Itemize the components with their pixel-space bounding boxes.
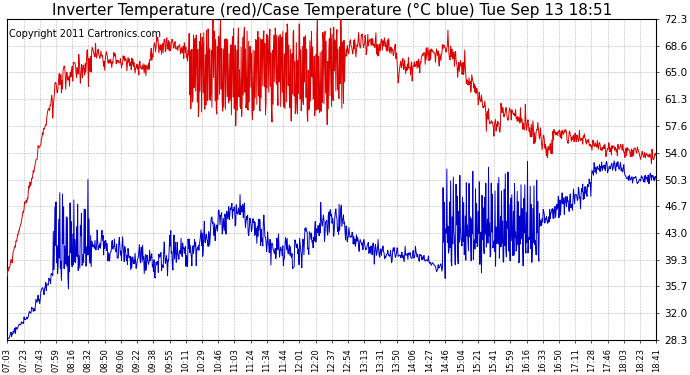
Title: Inverter Temperature (red)/Case Temperature (°C blue) Tue Sep 13 18:51: Inverter Temperature (red)/Case Temperat… [52, 3, 612, 18]
Text: Copyright 2011 Cartronics.com: Copyright 2011 Cartronics.com [8, 28, 161, 39]
